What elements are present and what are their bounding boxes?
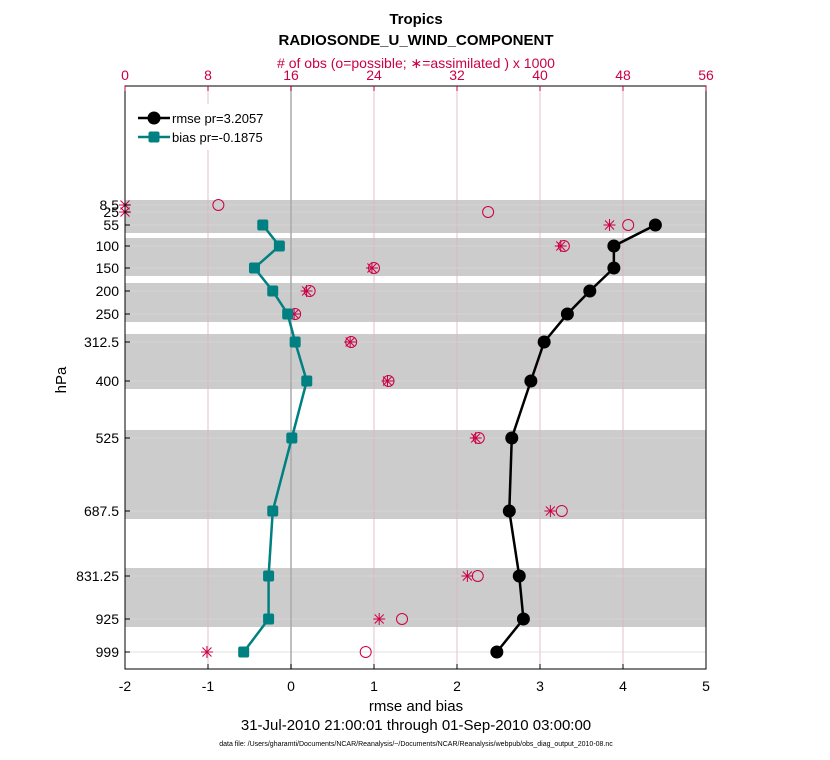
legend-label: bias pr=-0.1875	[172, 130, 263, 145]
chart-title: Tropics	[389, 11, 442, 28]
shaded-band	[125, 334, 706, 389]
x-tick-label: 4	[619, 678, 627, 694]
bias-point	[248, 262, 260, 274]
shaded-band	[125, 568, 706, 627]
y-tick-label: 55	[103, 217, 119, 233]
y-tick-label: 8.5	[100, 197, 120, 213]
obs-possible-marker	[482, 206, 495, 218]
obs-assimilated-marker	[365, 262, 378, 274]
y-tick-label: 525	[96, 430, 120, 446]
y-tick-label: 687.5	[84, 503, 119, 519]
y-tick-label: 100	[96, 238, 120, 254]
y-tick-label: 250	[96, 306, 120, 322]
obs-possible-marker	[396, 613, 409, 625]
bias-point	[289, 336, 301, 348]
obs-assimilated-marker	[544, 505, 557, 517]
obs-assimilated-marker	[381, 375, 394, 387]
obs-assimilated-marker	[554, 240, 567, 252]
x-tick-label: 5	[702, 678, 710, 694]
obs-possible-marker	[359, 646, 372, 658]
y-tick-label: 999	[96, 644, 120, 660]
x-tick-label: -1	[202, 678, 215, 694]
obs-markers	[119, 199, 635, 658]
x-tick-label: -2	[119, 678, 132, 694]
x-tick-label: 3	[536, 678, 544, 694]
obs-assimilated-marker	[200, 646, 213, 658]
obs-assimilated-marker	[461, 570, 474, 582]
shaded-band	[125, 430, 706, 519]
obs-assimilated-marker	[373, 613, 386, 625]
bias-point	[267, 505, 279, 517]
x-tick-label: 0	[287, 678, 295, 694]
bias-point	[282, 308, 294, 320]
rmse-point	[607, 261, 621, 275]
rmse-point	[537, 335, 551, 349]
bias-point	[263, 570, 275, 582]
rmse-point	[607, 239, 621, 253]
shaded-band	[125, 200, 706, 204]
y-tick-label: 400	[96, 373, 120, 389]
x-tick-label: 2	[453, 678, 461, 694]
plot-frame	[124, 85, 707, 670]
y-tick-label: 831.25	[76, 568, 119, 584]
y-tick-label: 312.5	[84, 334, 119, 350]
rmse-point	[512, 569, 526, 583]
y-tick-label: 150	[96, 260, 120, 276]
top-tick-label: 0	[121, 67, 129, 83]
obs-possible-marker	[212, 199, 225, 211]
legend: rmse pr=3.2057 bias pr=-0.1875	[133, 104, 283, 150]
obs-assimilated-marker	[469, 432, 482, 444]
obs-possible-marker	[622, 219, 635, 231]
top-tick-label: 40	[532, 67, 548, 83]
top-tick-label: 56	[698, 67, 714, 83]
legend-label: rmse pr=3.2057	[172, 111, 263, 126]
obs-assimilated-marker	[300, 285, 313, 297]
shaded-band	[125, 283, 706, 322]
y-tick-label: 25	[103, 204, 119, 220]
top-tick-label: 16	[283, 67, 299, 83]
y-tick-label: 925	[96, 611, 120, 627]
legend-marker	[148, 131, 160, 143]
rmse-point	[560, 307, 574, 321]
series-lines	[238, 218, 662, 659]
rmse-point	[516, 612, 530, 626]
bias-point	[286, 432, 298, 444]
rmse-point	[490, 645, 504, 659]
obs-assimilated-marker	[603, 219, 616, 231]
rmse-point	[505, 431, 519, 445]
bias-point	[267, 285, 279, 297]
top-tick-label: 48	[615, 67, 631, 83]
rmse-point	[502, 504, 516, 518]
y-axis-label: hPa	[53, 366, 70, 393]
bias-point	[301, 375, 313, 387]
x-axis-label: rmse and bias	[369, 698, 463, 715]
rmse-point	[524, 374, 538, 388]
top-axis-label: # of obs (o=possible; ∗=assimilated ) x …	[277, 55, 555, 71]
data-file-footer: data file: /Users/gharamti/Documents/NCA…	[219, 741, 613, 748]
bias-point	[238, 646, 250, 658]
legend-marker	[147, 111, 161, 125]
top-tick-label: 24	[366, 67, 382, 83]
rmse-point	[648, 218, 662, 232]
bias-point	[273, 240, 285, 252]
bias-point	[263, 613, 275, 625]
chart-subtitle: RADIOSONDE_U_WIND_COMPONENT	[278, 32, 553, 49]
top-tick-label: 32	[449, 67, 465, 83]
shaded-band	[125, 204, 706, 233]
x-tick-label: 1	[370, 678, 378, 694]
rmse-point	[583, 284, 597, 298]
bias-point	[257, 219, 269, 231]
obs-assimilated-marker	[344, 336, 357, 348]
top-tick-label: 8	[204, 67, 212, 83]
y-tick-label: 200	[96, 283, 120, 299]
date-range: 31-Jul-2010 21:00:01 through 01-Sep-2010…	[241, 717, 591, 734]
